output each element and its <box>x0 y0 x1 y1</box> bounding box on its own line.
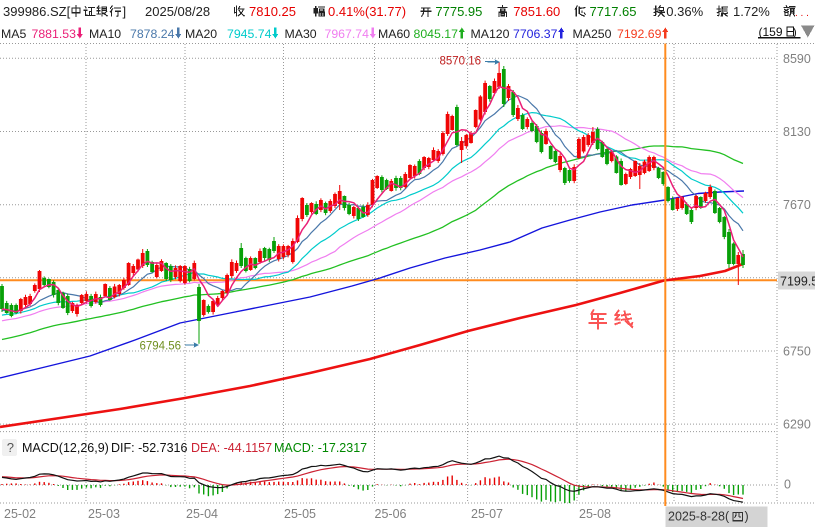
svg-text:MA30: MA30 <box>285 27 317 41</box>
svg-text:): ) <box>745 509 749 523</box>
svg-text:0.36%: 0.36% <box>666 4 703 19</box>
svg-text:399986.SZ[: 399986.SZ[ <box>3 4 71 19</box>
svg-text:6794.56: 6794.56 <box>140 341 182 353</box>
svg-text:MA120: MA120 <box>471 27 510 41</box>
svg-text:8570.16: 8570.16 <box>440 56 482 68</box>
svg-text:6750: 6750 <box>783 345 811 359</box>
svg-text:7706.37: 7706.37 <box>513 27 558 41</box>
svg-text:MACD: -17.2317: MACD: -17.2317 <box>274 441 367 455</box>
svg-text:MA250: MA250 <box>573 27 612 41</box>
svg-text:7878.24: 7878.24 <box>130 27 175 41</box>
svg-text:7192.69: 7192.69 <box>617 27 662 41</box>
svg-text:7851.60: 7851.60 <box>513 4 560 19</box>
svg-text:25-06: 25-06 <box>375 507 407 521</box>
svg-text:7717.65: 7717.65 <box>590 4 637 19</box>
svg-text:]: ] <box>123 4 127 19</box>
svg-text:25-03: 25-03 <box>88 507 120 521</box>
svg-text:25-08: 25-08 <box>579 507 611 521</box>
svg-text:0: 0 <box>784 478 791 492</box>
svg-text:MA5: MA5 <box>1 27 26 41</box>
svg-text:7810.25: 7810.25 <box>249 4 296 19</box>
svg-text:MA10: MA10 <box>89 27 121 41</box>
svg-text:7945.74: 7945.74 <box>227 27 272 41</box>
svg-text:7775.95: 7775.95 <box>435 4 482 19</box>
svg-text:. . .: . . . <box>795 8 809 19</box>
svg-text:7967.74: 7967.74 <box>325 27 370 41</box>
svg-text:(159: (159 <box>759 25 783 39</box>
svg-text:6290: 6290 <box>783 418 811 432</box>
svg-text:): ) <box>793 25 797 39</box>
svg-text:25-02: 25-02 <box>4 507 36 521</box>
svg-text:8130: 8130 <box>783 125 811 139</box>
svg-text:MA20: MA20 <box>185 27 217 41</box>
svg-text:2025/08/28: 2025/08/28 <box>145 4 210 19</box>
svg-text:MA60: MA60 <box>378 27 410 41</box>
svg-text:?: ? <box>7 440 14 455</box>
svg-text:25-07: 25-07 <box>471 507 503 521</box>
svg-text:7199.5: 7199.5 <box>780 274 815 288</box>
svg-text:0.41%(31.77): 0.41%(31.77) <box>328 4 406 19</box>
svg-text:7881.53: 7881.53 <box>32 27 77 41</box>
svg-text:DIF: -52.7316: DIF: -52.7316 <box>111 441 187 455</box>
svg-text:25-04: 25-04 <box>186 507 218 521</box>
svg-text:8590: 8590 <box>783 52 811 66</box>
svg-text:1.72%: 1.72% <box>733 4 770 19</box>
svg-text:25-05: 25-05 <box>284 507 316 521</box>
svg-text:2025-8-28(: 2025-8-28( <box>668 509 730 523</box>
svg-text:7670: 7670 <box>783 198 811 212</box>
svg-text:8045.17: 8045.17 <box>414 27 459 41</box>
svg-text:MACD(12,26,9): MACD(12,26,9) <box>22 441 109 455</box>
svg-text:DEA: -44.1157: DEA: -44.1157 <box>191 441 272 455</box>
